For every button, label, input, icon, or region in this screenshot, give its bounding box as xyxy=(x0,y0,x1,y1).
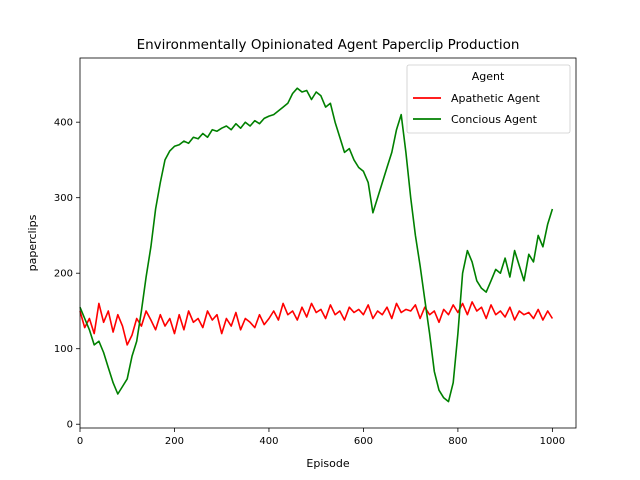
legend-title: Agent xyxy=(472,70,505,83)
y-axis-label: paperclips xyxy=(26,214,39,271)
apathetic-agent-line xyxy=(79,301,554,346)
x-tick-label: 1000 xyxy=(540,436,565,447)
legend-box xyxy=(406,64,571,134)
y-axis: 0 100 200 300 400 xyxy=(54,118,80,431)
legend: Agent Apathetic Agent Concious Agent xyxy=(406,64,571,134)
x-axis: 0 200 400 600 800 1000 xyxy=(77,428,565,447)
x-tick-label: 600 xyxy=(354,436,373,447)
x-tick-label: 800 xyxy=(448,436,467,447)
series-layer xyxy=(79,87,554,403)
y-tick-label: 100 xyxy=(54,344,73,355)
legend-label-concious: Concious Agent xyxy=(451,113,538,126)
legend-label-apathetic: Apathetic Agent xyxy=(451,92,540,105)
y-tick-label: 0 xyxy=(67,420,73,431)
y-tick-label: 200 xyxy=(54,269,73,280)
chart-title: Environmentally Opinionated Agent Paperc… xyxy=(137,37,520,53)
x-tick-label: 0 xyxy=(77,436,83,447)
plot-frame xyxy=(79,57,577,429)
x-tick-label: 200 xyxy=(165,436,184,447)
y-tick-label: 400 xyxy=(54,118,73,129)
y-tick-label: 300 xyxy=(54,193,73,204)
x-axis-label: Episode xyxy=(306,457,349,470)
x-tick-label: 400 xyxy=(259,436,278,447)
concious-agent-line xyxy=(79,87,554,403)
